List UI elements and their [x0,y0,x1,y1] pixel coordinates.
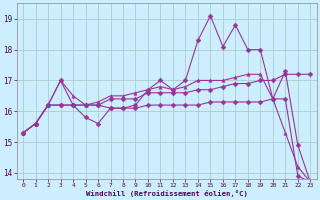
X-axis label: Windchill (Refroidissement éolien,°C): Windchill (Refroidissement éolien,°C) [86,190,248,197]
